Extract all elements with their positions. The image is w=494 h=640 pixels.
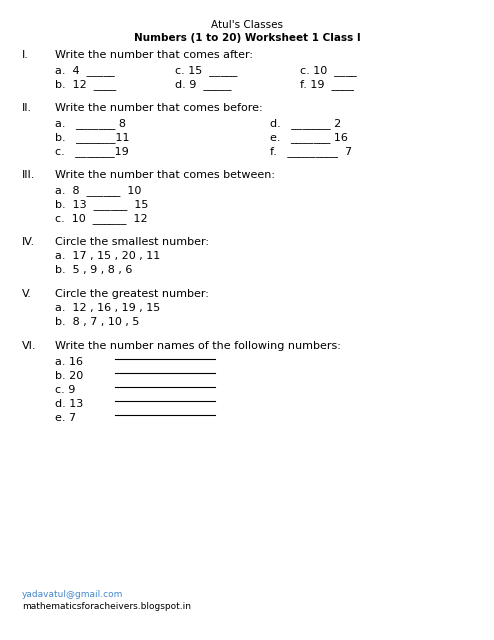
- Text: Write the number names of the following numbers:: Write the number names of the following …: [55, 341, 341, 351]
- Text: b.  8 , 7 , 10 , 5: b. 8 , 7 , 10 , 5: [55, 317, 139, 327]
- Text: c. 10  ____: c. 10 ____: [300, 65, 357, 76]
- Text: f.   _________  7: f. _________ 7: [270, 146, 352, 157]
- Text: a.   _______ 8: a. _______ 8: [55, 118, 126, 129]
- Text: f. 19  ____: f. 19 ____: [300, 79, 354, 90]
- Text: I.: I.: [22, 50, 29, 60]
- Text: e. 7: e. 7: [55, 413, 76, 423]
- Text: V.: V.: [22, 289, 32, 299]
- Text: d. 13: d. 13: [55, 399, 83, 409]
- Text: Atul's Classes: Atul's Classes: [211, 20, 283, 30]
- Text: a.  17 , 15 , 20 , 11: a. 17 , 15 , 20 , 11: [55, 251, 160, 261]
- Text: c. 9: c. 9: [55, 385, 76, 395]
- Text: d.   _______ 2: d. _______ 2: [270, 118, 341, 129]
- Text: Write the number that comes before:: Write the number that comes before:: [55, 103, 263, 113]
- Text: mathematicsforacheivers.blogspot.in: mathematicsforacheivers.blogspot.in: [22, 602, 191, 611]
- Text: yadavatul@gmail.com: yadavatul@gmail.com: [22, 590, 124, 599]
- Text: b.   _______11: b. _______11: [55, 132, 129, 143]
- Text: a.  12 , 16 , 19 , 15: a. 12 , 16 , 19 , 15: [55, 303, 160, 313]
- Text: III.: III.: [22, 170, 36, 180]
- Text: Circle the greatest number:: Circle the greatest number:: [55, 289, 209, 299]
- Text: IV.: IV.: [22, 237, 35, 247]
- Text: b.  5 , 9 , 8 , 6: b. 5 , 9 , 8 , 6: [55, 265, 132, 275]
- Text: b. 20: b. 20: [55, 371, 83, 381]
- Text: b.  12  ____: b. 12 ____: [55, 79, 116, 90]
- Text: Write the number that comes after:: Write the number that comes after:: [55, 50, 253, 60]
- Text: VI.: VI.: [22, 341, 37, 351]
- Text: c.   _______19: c. _______19: [55, 146, 129, 157]
- Text: e.   _______ 16: e. _______ 16: [270, 132, 348, 143]
- Text: a.  8  ______  10: a. 8 ______ 10: [55, 185, 141, 196]
- Text: Numbers (1 to 20) Worksheet 1 Class I: Numbers (1 to 20) Worksheet 1 Class I: [133, 33, 361, 43]
- Text: c.  10  ______  12: c. 10 ______ 12: [55, 213, 148, 224]
- Text: Circle the smallest number:: Circle the smallest number:: [55, 237, 209, 247]
- Text: d. 9  _____: d. 9 _____: [175, 79, 232, 90]
- Text: a. 16: a. 16: [55, 357, 83, 367]
- Text: II.: II.: [22, 103, 32, 113]
- Text: b.  13  ______  15: b. 13 ______ 15: [55, 199, 148, 210]
- Text: Write the number that comes between:: Write the number that comes between:: [55, 170, 275, 180]
- Text: c. 15  _____: c. 15 _____: [175, 65, 238, 76]
- Text: a.  4  _____: a. 4 _____: [55, 65, 115, 76]
